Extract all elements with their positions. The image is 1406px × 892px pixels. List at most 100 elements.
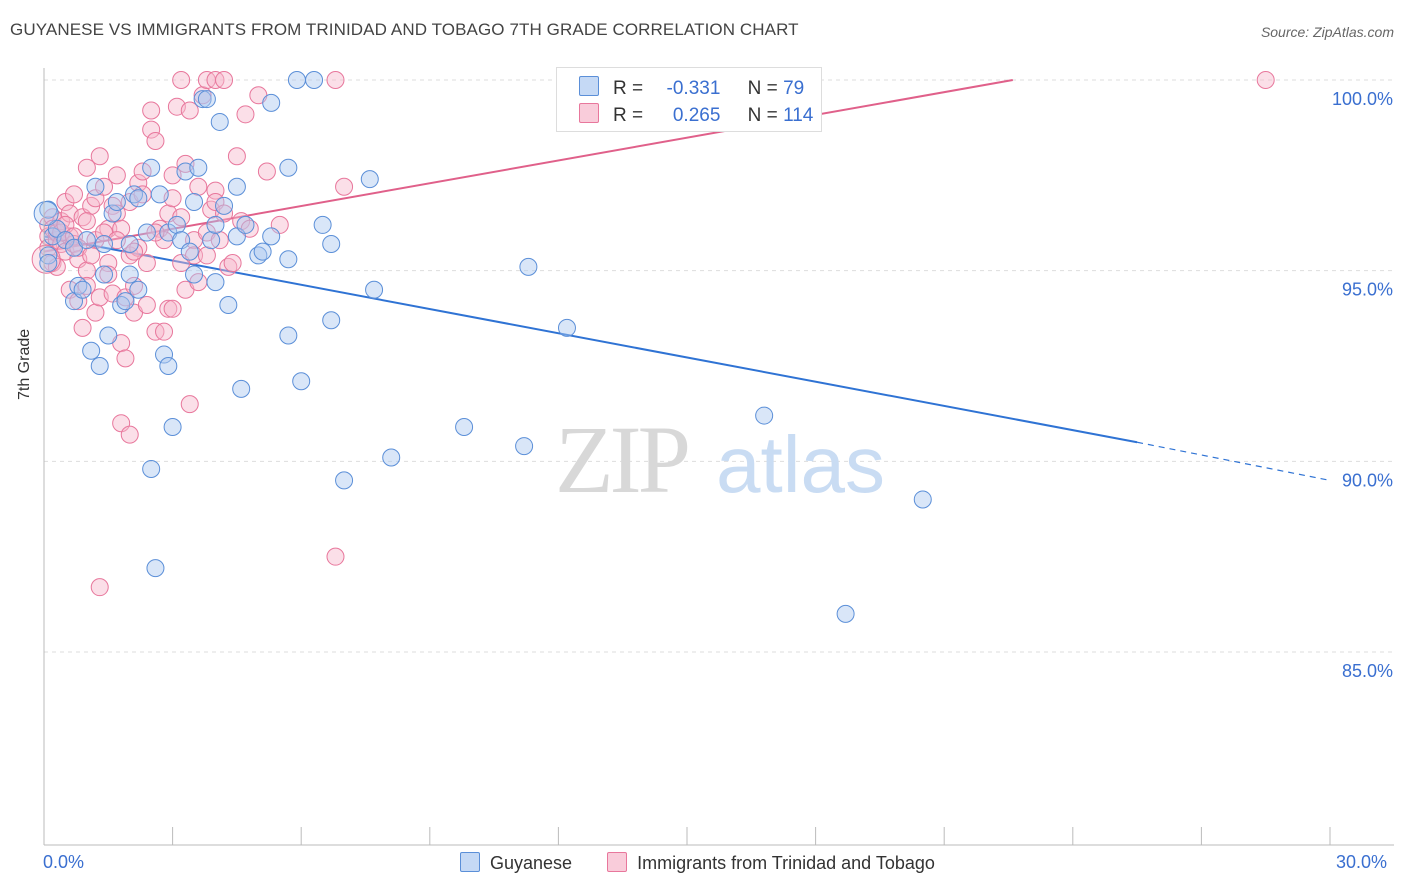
zipatlas-watermark: ZIP atlas	[555, 406, 885, 513]
legend-item-guyanese: Guyanese	[460, 852, 572, 874]
pink-point	[133, 162, 152, 181]
pink-point	[257, 162, 276, 181]
blue-point	[107, 193, 126, 212]
blue-point	[219, 295, 238, 314]
pink-point	[90, 147, 109, 166]
blue-point	[557, 318, 576, 337]
pink-point	[236, 105, 255, 124]
r-label: R =	[613, 78, 644, 99]
y-tick-labels: 85.0% 90.0% 95.0% 100.0%	[1332, 89, 1393, 681]
blue-point	[322, 311, 341, 330]
blue-point	[120, 234, 139, 253]
pink-point	[107, 166, 126, 185]
blue-point	[382, 448, 401, 467]
pink-point	[120, 425, 139, 444]
blue-point	[73, 280, 92, 299]
blue-point	[262, 93, 281, 112]
pink-point	[223, 254, 242, 273]
gridlines	[44, 79, 1394, 653]
blue-point	[150, 185, 169, 204]
blue-point	[210, 112, 229, 131]
blue-point	[142, 158, 161, 177]
pink-point	[180, 101, 199, 120]
blue-point	[519, 257, 538, 276]
blue-point	[227, 177, 246, 196]
blue-point	[232, 379, 251, 398]
y-tick-label: 85.0%	[1342, 661, 1393, 681]
pink-point	[86, 303, 105, 322]
blue-point	[292, 372, 311, 391]
watermark-atlas: atlas	[716, 420, 885, 509]
y-tick-label: 95.0%	[1342, 280, 1393, 300]
pink-point	[215, 71, 234, 89]
blue-point	[322, 234, 341, 253]
pink-point	[82, 246, 101, 265]
pink-point	[65, 185, 84, 204]
blue-point	[167, 215, 186, 234]
blue-point	[913, 490, 932, 509]
pink-point	[137, 254, 156, 273]
pink-point	[146, 132, 165, 151]
blue-point	[39, 254, 58, 273]
pink-point	[189, 177, 208, 196]
blue-point	[279, 326, 298, 345]
legend-label-guyanese: Guyanese	[490, 853, 573, 873]
blue-point	[137, 223, 156, 242]
blue-point	[129, 280, 148, 299]
guyanese-swatch	[460, 852, 480, 872]
n-label: N =	[747, 105, 778, 126]
pink-point	[155, 322, 174, 341]
blue-point	[146, 559, 165, 578]
blue-point	[215, 196, 234, 215]
blue-point	[185, 193, 204, 212]
pink-point	[112, 219, 131, 238]
blue-point	[103, 204, 122, 223]
n-label: N =	[747, 78, 778, 99]
pink-point	[31, 244, 61, 274]
pink-point	[335, 177, 354, 196]
source-credit: Source: ZipAtlas.com	[1260, 24, 1394, 40]
pink-swatch	[579, 103, 599, 123]
blue-points	[33, 71, 932, 623]
blue-point	[155, 345, 174, 364]
pink-point	[129, 173, 148, 192]
blue-point	[515, 437, 534, 456]
stats-legend: R = -0.331 N = 79 R = 0.265 N = 114	[556, 67, 822, 132]
blue-point	[755, 406, 774, 425]
blue-point	[202, 231, 221, 250]
pink-point	[90, 578, 109, 597]
trinidad-swatch	[607, 852, 628, 872]
chart-title: GUYANESE VS IMMIGRANTS FROM TRINIDAD AND…	[10, 20, 799, 39]
pink-point	[77, 212, 96, 231]
pink-point	[99, 265, 118, 284]
blue-point	[287, 71, 306, 89]
pink-n-value: 114	[783, 105, 814, 126]
pink-point	[172, 71, 191, 89]
blue-point	[365, 280, 384, 299]
blue-point	[180, 242, 199, 261]
legend-item-trinidad: Immigrants from Trinidad and Tobago	[607, 852, 935, 874]
blue-point	[279, 250, 298, 269]
pink-r-value: 0.265	[672, 105, 721, 126]
blue-point	[77, 231, 96, 250]
blue-point	[90, 357, 109, 375]
blue-point	[159, 357, 178, 375]
blue-trend-line	[43, 235, 1138, 444]
stats-row-pink: R = 0.265 N = 114	[579, 103, 813, 127]
blue-point	[163, 418, 182, 437]
pink-point	[180, 395, 199, 414]
pink-point	[73, 318, 92, 337]
y-axis-title: 7th Grade	[16, 328, 33, 400]
blue-swatch	[579, 76, 599, 96]
pink-point	[137, 295, 156, 314]
pink-point	[77, 261, 96, 280]
pink-point	[69, 292, 88, 311]
pink-point	[163, 299, 182, 318]
axes	[43, 68, 1394, 846]
watermark-zip: ZIP	[555, 406, 688, 513]
pink-trend-line	[43, 79, 1013, 253]
pink-point	[142, 120, 161, 139]
trend-lines	[43, 79, 1331, 481]
pink-point	[227, 147, 246, 166]
blue-point	[836, 604, 855, 623]
